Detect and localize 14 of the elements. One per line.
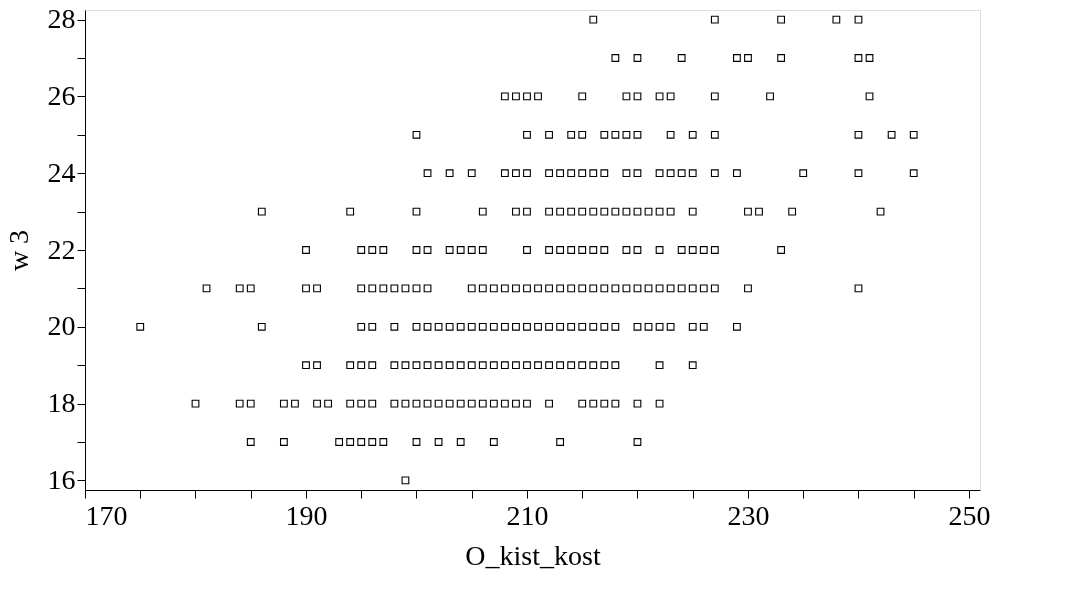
- y-tick-label: 20: [47, 310, 76, 342]
- y-tick-label: 26: [47, 79, 76, 111]
- x-tick-label: 250: [948, 499, 991, 531]
- x-axis-title: O_kist_kost: [465, 539, 601, 571]
- y-tick-label: 18: [47, 387, 76, 419]
- x-tick-label: 170: [85, 499, 128, 531]
- x-tick-label: 230: [727, 499, 770, 531]
- x-tick-label: 210: [506, 499, 549, 531]
- y-axis-title: w 3: [2, 229, 34, 272]
- y-tick-label: 24: [47, 156, 76, 188]
- y-tick-label: 22: [47, 233, 76, 265]
- y-tick-label: 28: [47, 3, 76, 35]
- x-tick-label: 190: [285, 499, 328, 531]
- y-tick-label: 16: [47, 463, 76, 495]
